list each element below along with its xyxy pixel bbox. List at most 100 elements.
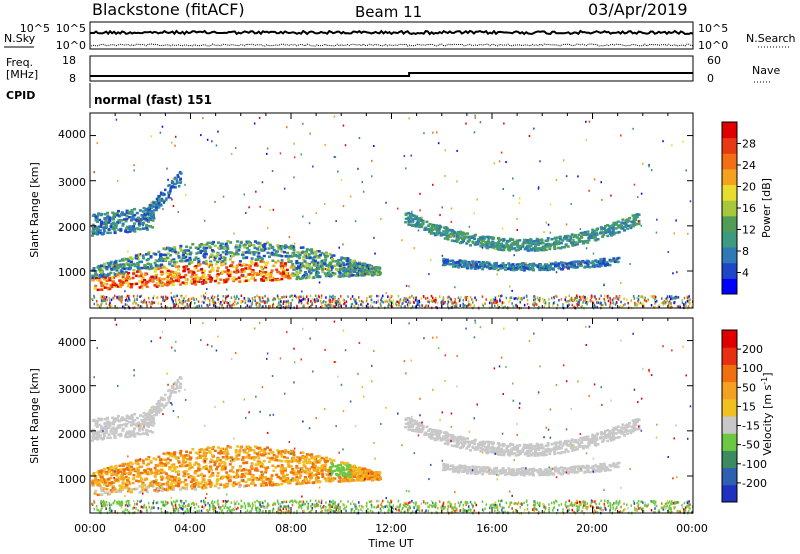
- echo-cell: [364, 273, 366, 275]
- echo-cell: [292, 251, 296, 255]
- colorbar-swatch: [722, 184, 737, 201]
- echo-cell: [442, 233, 446, 236]
- echo-cell: [102, 296, 105, 300]
- echo-cell: [255, 478, 259, 482]
- echo-cell: [473, 212, 475, 215]
- echo-cell: [236, 264, 239, 267]
- echo-cell: [136, 462, 140, 466]
- echo-cell: [299, 277, 303, 281]
- echo-cell: [543, 298, 546, 302]
- echo-cell: [119, 477, 123, 481]
- echo-cell: [122, 305, 124, 308]
- echo-cell: [634, 303, 636, 307]
- echo-cell: [171, 276, 175, 279]
- echo-cell: [112, 222, 115, 226]
- echo-cell: [681, 299, 683, 302]
- echo-cell: [220, 242, 223, 246]
- echo-cell: [211, 140, 213, 143]
- echo-cell: [307, 301, 309, 304]
- echo-cell: [515, 263, 519, 266]
- echo-cell: [92, 267, 96, 270]
- echo-cell: [128, 227, 132, 230]
- echo-cell: [117, 264, 120, 267]
- echo-cell: [506, 246, 510, 249]
- echo-cell: [510, 247, 514, 251]
- echo-cell: [226, 474, 230, 477]
- echo-cell: [299, 470, 303, 474]
- echo-cell: [157, 250, 161, 254]
- echo-cell: [284, 255, 288, 258]
- echo-cell: [687, 305, 690, 308]
- echo-cell: [151, 219, 155, 222]
- echo-cell: [368, 264, 372, 267]
- echo-cell: [94, 277, 98, 280]
- echo-cell: [248, 273, 252, 276]
- echo-cell: [205, 243, 209, 246]
- echo-cell: [233, 303, 235, 307]
- echo-cell: [501, 262, 505, 265]
- echo-cell: [149, 218, 152, 221]
- echo-cell: [135, 211, 139, 215]
- echo-cell: [262, 449, 266, 452]
- echo-cell: [479, 121, 482, 124]
- echo-cell: [503, 122, 505, 125]
- echo-cell: [642, 302, 644, 305]
- echo-cell: [184, 193, 187, 196]
- echo-cell: [570, 297, 573, 300]
- echo-cell: [458, 264, 462, 267]
- echo-cell: [518, 239, 522, 242]
- echo-cell: [111, 304, 113, 308]
- echo-cell: [157, 197, 161, 200]
- echo-cell: [170, 197, 172, 199]
- echo-cell: [262, 465, 265, 469]
- power-ytick-1000: 1000: [58, 266, 86, 279]
- echo-cell: [150, 135, 153, 138]
- echo-cell: [264, 294, 266, 298]
- echo-cell: [184, 255, 188, 259]
- echo-cell: [513, 241, 517, 244]
- echo-cell: [590, 296, 593, 299]
- echo-cell: [161, 464, 165, 468]
- echo-cell: [210, 296, 213, 299]
- echo-cell: [392, 302, 395, 305]
- echo-cell: [262, 244, 266, 247]
- echo-cell: [266, 147, 269, 150]
- echo-cell: [262, 299, 264, 303]
- echo-cell: [411, 220, 414, 223]
- echo-cell: [477, 266, 481, 269]
- echo-cell: [403, 297, 406, 300]
- echo-cell: [272, 302, 275, 306]
- echo-cell: [150, 201, 152, 204]
- echo-cell: [533, 298, 535, 302]
- echo-cell: [342, 205, 345, 208]
- echo-cell: [203, 454, 207, 457]
- echo-cell: [366, 266, 370, 269]
- echo-cell: [291, 298, 294, 302]
- echo-cell: [223, 260, 227, 264]
- echo-cell: [215, 262, 218, 266]
- echo-cell: [403, 155, 406, 158]
- echo-cell: [652, 296, 655, 300]
- nave-tick-bottom: 0: [707, 72, 714, 85]
- colorbar-tick-label: 24: [742, 159, 756, 172]
- echo-cell: [646, 300, 649, 303]
- echo-cell: [316, 271, 320, 275]
- echo-cell: [294, 294, 296, 298]
- echo-cell: [175, 261, 179, 264]
- echo-cell: [340, 267, 344, 270]
- echo-cell: [663, 300, 665, 303]
- echo-cell: [461, 240, 465, 244]
- echo-cell: [653, 294, 655, 298]
- echo-cell: [516, 218, 518, 220]
- echo-cell: [114, 464, 118, 468]
- echo-cell: [149, 203, 152, 207]
- echo-cell: [124, 229, 128, 232]
- echo-cell: [107, 221, 111, 224]
- echo-cell: [326, 273, 330, 276]
- echo-cell: [491, 240, 495, 244]
- echo-cell: [138, 260, 142, 264]
- echo-cell: [326, 304, 328, 308]
- echo-cell: [271, 245, 275, 249]
- echo-cell: [290, 460, 294, 463]
- echo-cell: [568, 303, 570, 306]
